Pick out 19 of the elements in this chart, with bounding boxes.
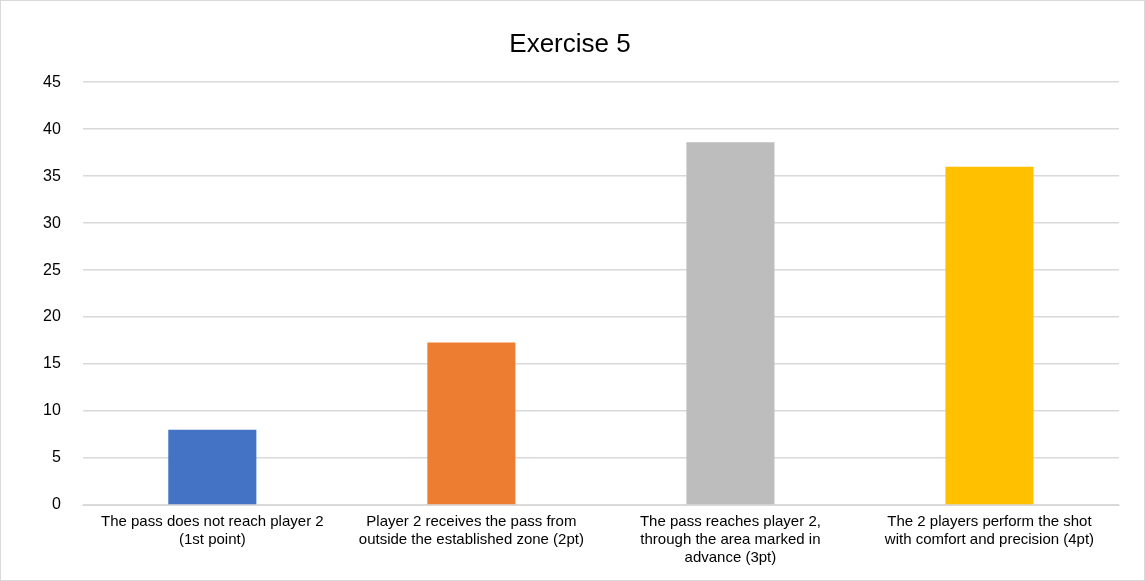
bar: [168, 429, 257, 505]
y-tick-label: 40: [43, 119, 61, 137]
y-tick-label: 5: [51, 448, 61, 466]
x-tick-label: Player 2 receives the pass from outside the established zone (2pt): [358, 512, 584, 548]
bar: [686, 142, 775, 505]
bar: [945, 166, 1034, 505]
x-tick-label: The pass does not reach player 2 (1st point): [101, 512, 324, 548]
y-tick-label: 0: [51, 495, 61, 513]
x-tick-label: The 2 players perform the shot with comfort and precision (4pt): [883, 512, 1095, 548]
y-tick-label: 15: [43, 354, 61, 372]
y-tick-label: 45: [43, 72, 61, 90]
y-tick-label: 10: [43, 401, 61, 419]
y-tick-label: 35: [43, 166, 61, 184]
y-tick-label: 20: [43, 307, 61, 325]
chart-title: Exercise 5: [509, 27, 631, 58]
y-tick-label: 30: [43, 213, 61, 231]
bar: [427, 342, 516, 505]
x-tick-label: The pass reaches player 2, through the area marked in advance (3pt): [639, 512, 821, 566]
y-tick-label: 25: [43, 260, 61, 278]
